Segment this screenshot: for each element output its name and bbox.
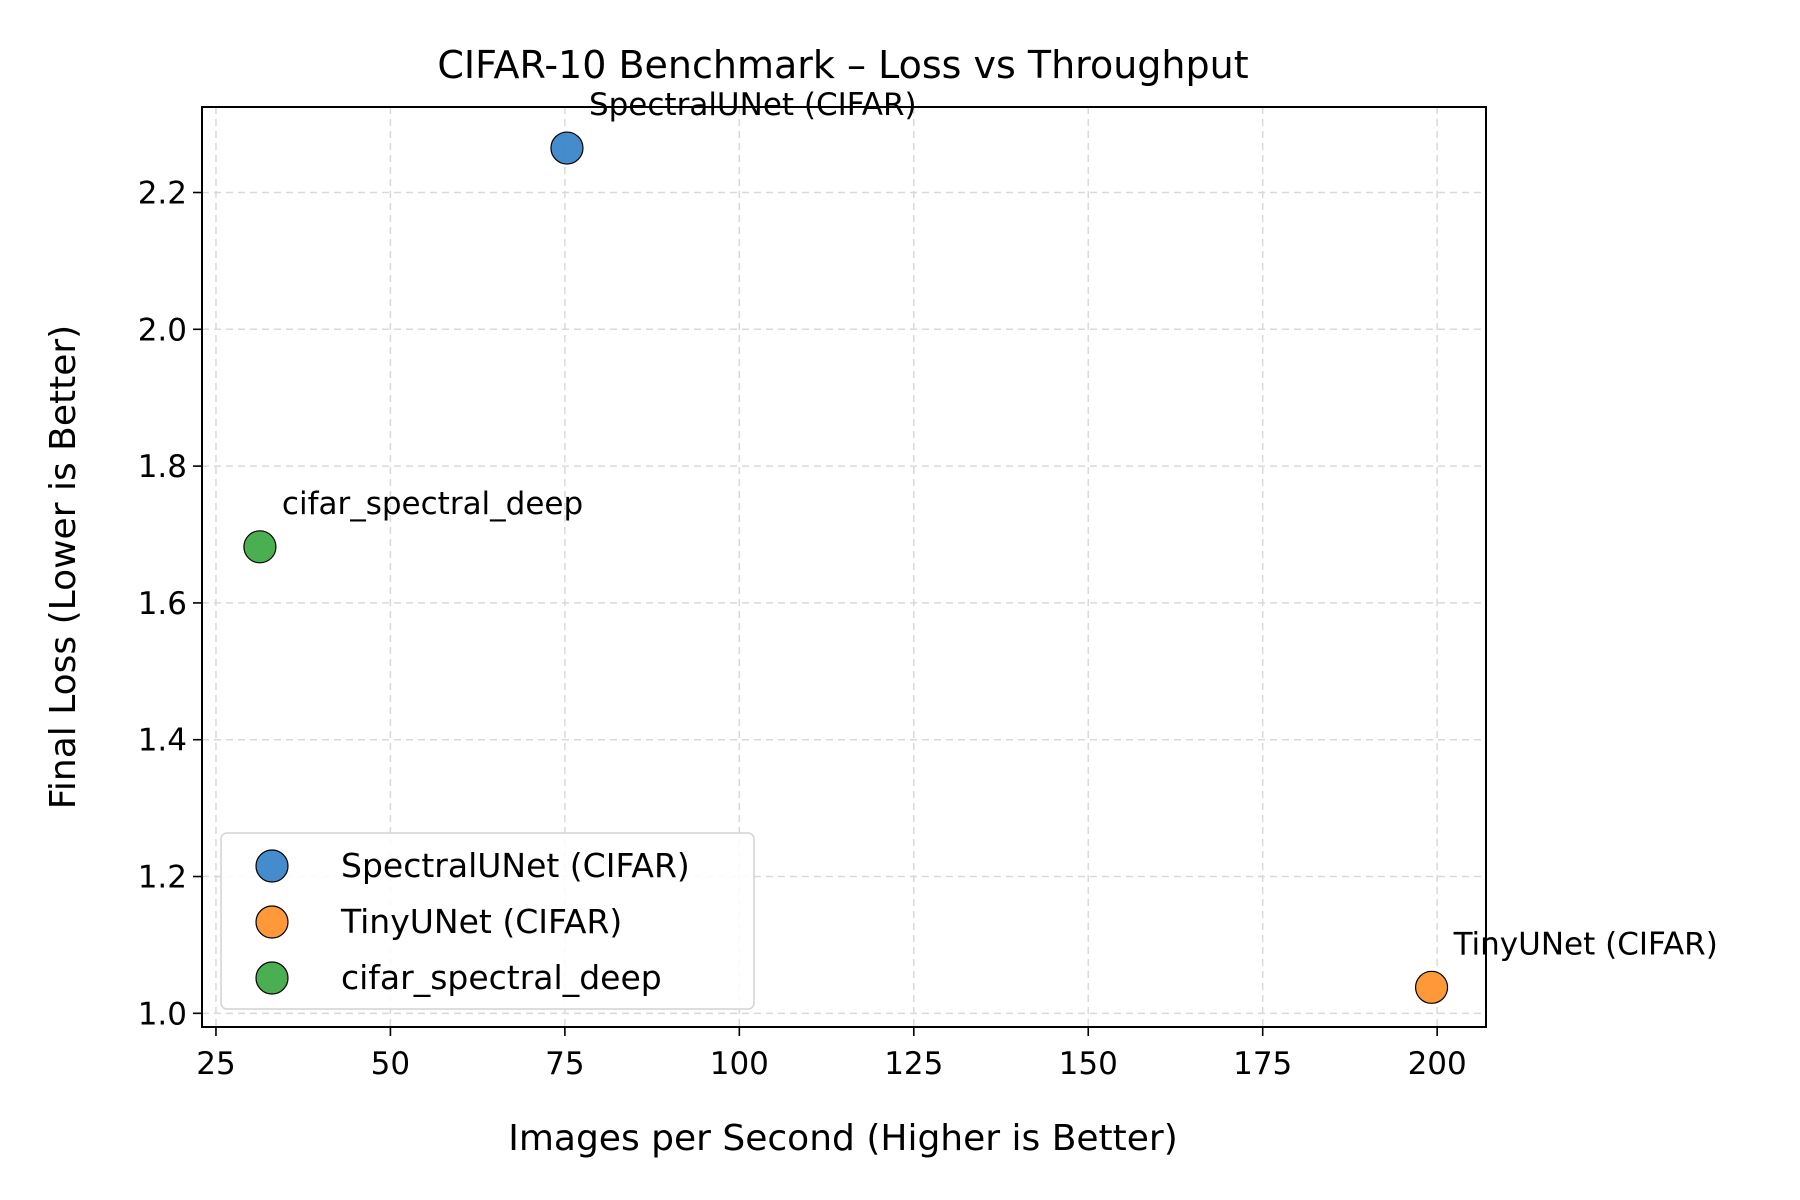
- y-tick-label: 2.2: [138, 176, 187, 212]
- x-tick-label: 200: [1408, 1046, 1467, 1082]
- x-tick-label: 175: [1233, 1046, 1292, 1082]
- point-annotation: SpectralUNet (CIFAR): [589, 87, 917, 123]
- legend-label: cifar_spectral_deep: [341, 958, 662, 997]
- x-tick-label: 150: [1059, 1046, 1118, 1082]
- point-annotation: cifar_spectral_deep: [282, 486, 583, 522]
- grid-lines: [202, 107, 1486, 1027]
- scatter-point: [243, 530, 277, 564]
- point-annotation: TinyUNet (CIFAR): [1453, 926, 1718, 962]
- y-tick-label: 1.0: [138, 996, 187, 1032]
- legend-marker: [255, 849, 289, 883]
- x-tick-label: 50: [371, 1046, 410, 1082]
- x-tick-label: 100: [710, 1046, 769, 1082]
- x-axis-label: Images per Second (Higher is Better): [508, 1118, 1178, 1159]
- legend-marker: [255, 905, 289, 939]
- legend-label: TinyUNet (CIFAR): [340, 902, 622, 941]
- legend-items: SpectralUNet (CIFAR) TinyUNet (CIFAR) cifa…: [255, 846, 690, 997]
- x-tick-label: 125: [884, 1046, 943, 1082]
- legend: SpectralUNet (CIFAR) TinyUNet (CIFAR) cifa…: [220, 832, 755, 1010]
- point-annotations: SpectralUNet (CIFAR) TinyUNet (CIFAR) cifa…: [282, 87, 1718, 962]
- y-tick-label: 1.8: [138, 449, 187, 485]
- chart-title: CIFAR-10 Benchmark – Loss vs Throughput: [437, 43, 1248, 87]
- scatter-point: [550, 131, 584, 165]
- y-axis-label: Final Loss (Lower is Better): [43, 325, 84, 809]
- y-tick-label: 1.2: [138, 860, 187, 896]
- x-tick-label: 25: [196, 1046, 235, 1082]
- legend-marker: [255, 961, 289, 995]
- y-tick-label: 2.0: [138, 312, 187, 348]
- y-tick-label: 1.4: [138, 723, 187, 759]
- x-axis-ticks: 25 50 75 100 125 150 175 200: [196, 1027, 1467, 1082]
- x-tick-label: 75: [545, 1046, 584, 1082]
- y-tick-label: 1.6: [138, 586, 187, 622]
- legend-box: [220, 832, 755, 1010]
- plot-frame: [201, 106, 1487, 1028]
- data-points: [243, 131, 1449, 1004]
- legend-label: SpectralUNet (CIFAR): [341, 846, 690, 885]
- y-axis-ticks: 1.0 1.2 1.4 1.6 1.8 2.0 2.2: [138, 176, 202, 1032]
- scatter-point: [1414, 970, 1449, 1004]
